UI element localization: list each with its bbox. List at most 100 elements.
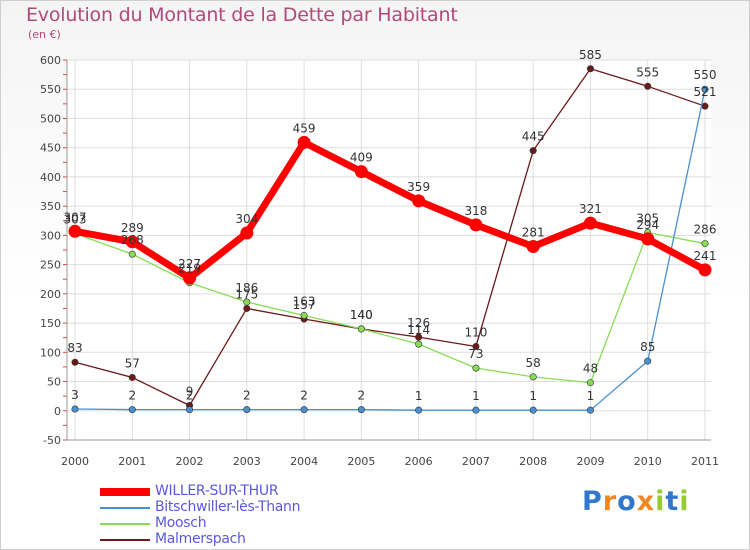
data-point-0 <box>125 235 139 249</box>
x-tick-label: 2009 <box>576 455 604 468</box>
x-tick-label: 2004 <box>290 455 318 468</box>
data-point-1 <box>357 406 365 414</box>
data-point-1 <box>243 406 251 414</box>
chart-subtitle: (en €) <box>28 28 61 41</box>
data-label-2: 140 <box>350 308 373 322</box>
data-label-0: 289 <box>121 221 144 235</box>
data-label-0: 318 <box>464 204 487 218</box>
x-tick-label: 2007 <box>462 455 490 468</box>
data-label-0: 459 <box>293 121 316 135</box>
proxiti-logo: Proxiti <box>582 486 690 517</box>
x-tick-label: 2008 <box>519 455 547 468</box>
logo-letter: P <box>582 486 603 517</box>
data-label-2: 163 <box>293 294 316 308</box>
y-tick-label: 0 <box>54 405 61 418</box>
data-label-2: 219 <box>178 262 201 276</box>
data-label-1: 1 <box>415 389 423 403</box>
data-point-3 <box>644 82 652 90</box>
data-label-3: 585 <box>579 48 602 62</box>
data-label-1: 2 <box>186 389 194 403</box>
data-point-2 <box>529 373 537 381</box>
data-label-1: 1 <box>472 389 480 403</box>
series-line-2 <box>74 231 706 384</box>
data-label-2: 303 <box>64 213 87 227</box>
data-point-1 <box>300 406 308 414</box>
data-point-3 <box>415 333 423 341</box>
data-label-3: 9 <box>186 385 194 399</box>
data-point-0 <box>641 232 655 246</box>
data-label-0: 321 <box>579 202 602 216</box>
data-point-1 <box>71 405 79 413</box>
legend-swatch <box>100 539 150 541</box>
data-label-3: 126 <box>407 316 430 330</box>
legend-swatch <box>100 488 150 496</box>
x-tick-label: 2002 <box>176 455 204 468</box>
data-label-3: 157 <box>293 298 316 312</box>
data-point-3 <box>529 147 537 155</box>
data-label-1: 1 <box>587 389 595 403</box>
logo-letter: r <box>602 486 618 517</box>
chart-title: Evolution du Montant de la Dette par Hab… <box>26 4 458 26</box>
data-point-0 <box>526 239 540 253</box>
data-point-1 <box>415 406 423 414</box>
data-label-3: 57 <box>125 356 140 370</box>
x-tick-label: 2005 <box>347 455 375 468</box>
data-label-3: 445 <box>522 130 545 144</box>
data-point-2 <box>586 379 594 387</box>
data-point-3 <box>472 342 480 350</box>
data-point-1 <box>529 406 537 414</box>
data-point-0 <box>183 271 197 285</box>
logo-letter: i <box>655 486 666 517</box>
data-point-2 <box>415 340 423 348</box>
data-point-0 <box>354 165 368 179</box>
data-label-1: 550 <box>694 68 717 82</box>
data-point-1 <box>186 406 194 414</box>
legend-swatch <box>100 507 150 509</box>
legend-swatch <box>100 523 150 525</box>
data-point-1 <box>586 406 594 414</box>
data-point-1 <box>644 357 652 365</box>
y-tick-label: 200 <box>40 288 61 301</box>
data-point-0 <box>240 226 254 240</box>
y-tick-label: -50 <box>43 434 61 447</box>
data-point-0 <box>297 135 311 149</box>
data-label-0: 359 <box>407 180 430 194</box>
data-point-2 <box>357 325 365 333</box>
data-point-1 <box>128 406 136 414</box>
x-tick-label: 2006 <box>405 455 433 468</box>
legend-label: WILLER-SUR-THUR <box>155 483 279 499</box>
data-point-3 <box>586 65 594 73</box>
y-tick-label: 150 <box>40 317 61 330</box>
data-point-0 <box>583 216 597 230</box>
y-tick-label: 500 <box>40 112 61 125</box>
logo-letter: o <box>617 486 637 517</box>
data-point-2 <box>472 364 480 372</box>
data-label-0: 281 <box>522 225 545 239</box>
legend-label: Malmerspach <box>155 531 246 547</box>
y-tick-label: 600 <box>40 54 61 67</box>
data-point-0 <box>412 194 426 208</box>
y-tick-label: 250 <box>40 259 61 272</box>
y-tick-label: 450 <box>40 142 61 155</box>
y-tick-label: 100 <box>40 346 61 359</box>
data-point-3 <box>243 304 251 312</box>
x-tick-label: 2011 <box>691 455 719 468</box>
data-point-2 <box>300 311 308 319</box>
data-label-2: 73 <box>468 347 483 361</box>
logo-letter: t <box>665 486 680 517</box>
y-tick-label: 550 <box>40 83 61 96</box>
series-line-1 <box>74 88 706 411</box>
data-label-3: 83 <box>67 341 82 355</box>
y-tick-label: 300 <box>40 229 61 242</box>
data-point-0 <box>698 263 712 277</box>
data-label-3: 175 <box>235 287 258 301</box>
data-point-0 <box>68 224 82 238</box>
y-tick-label: 50 <box>47 376 61 389</box>
data-label-0: 304 <box>235 212 258 226</box>
data-point-3 <box>71 358 79 366</box>
data-point-3 <box>701 102 709 110</box>
data-point-2 <box>243 298 251 306</box>
data-label-3: 555 <box>636 65 659 79</box>
data-point-0 <box>469 218 483 232</box>
